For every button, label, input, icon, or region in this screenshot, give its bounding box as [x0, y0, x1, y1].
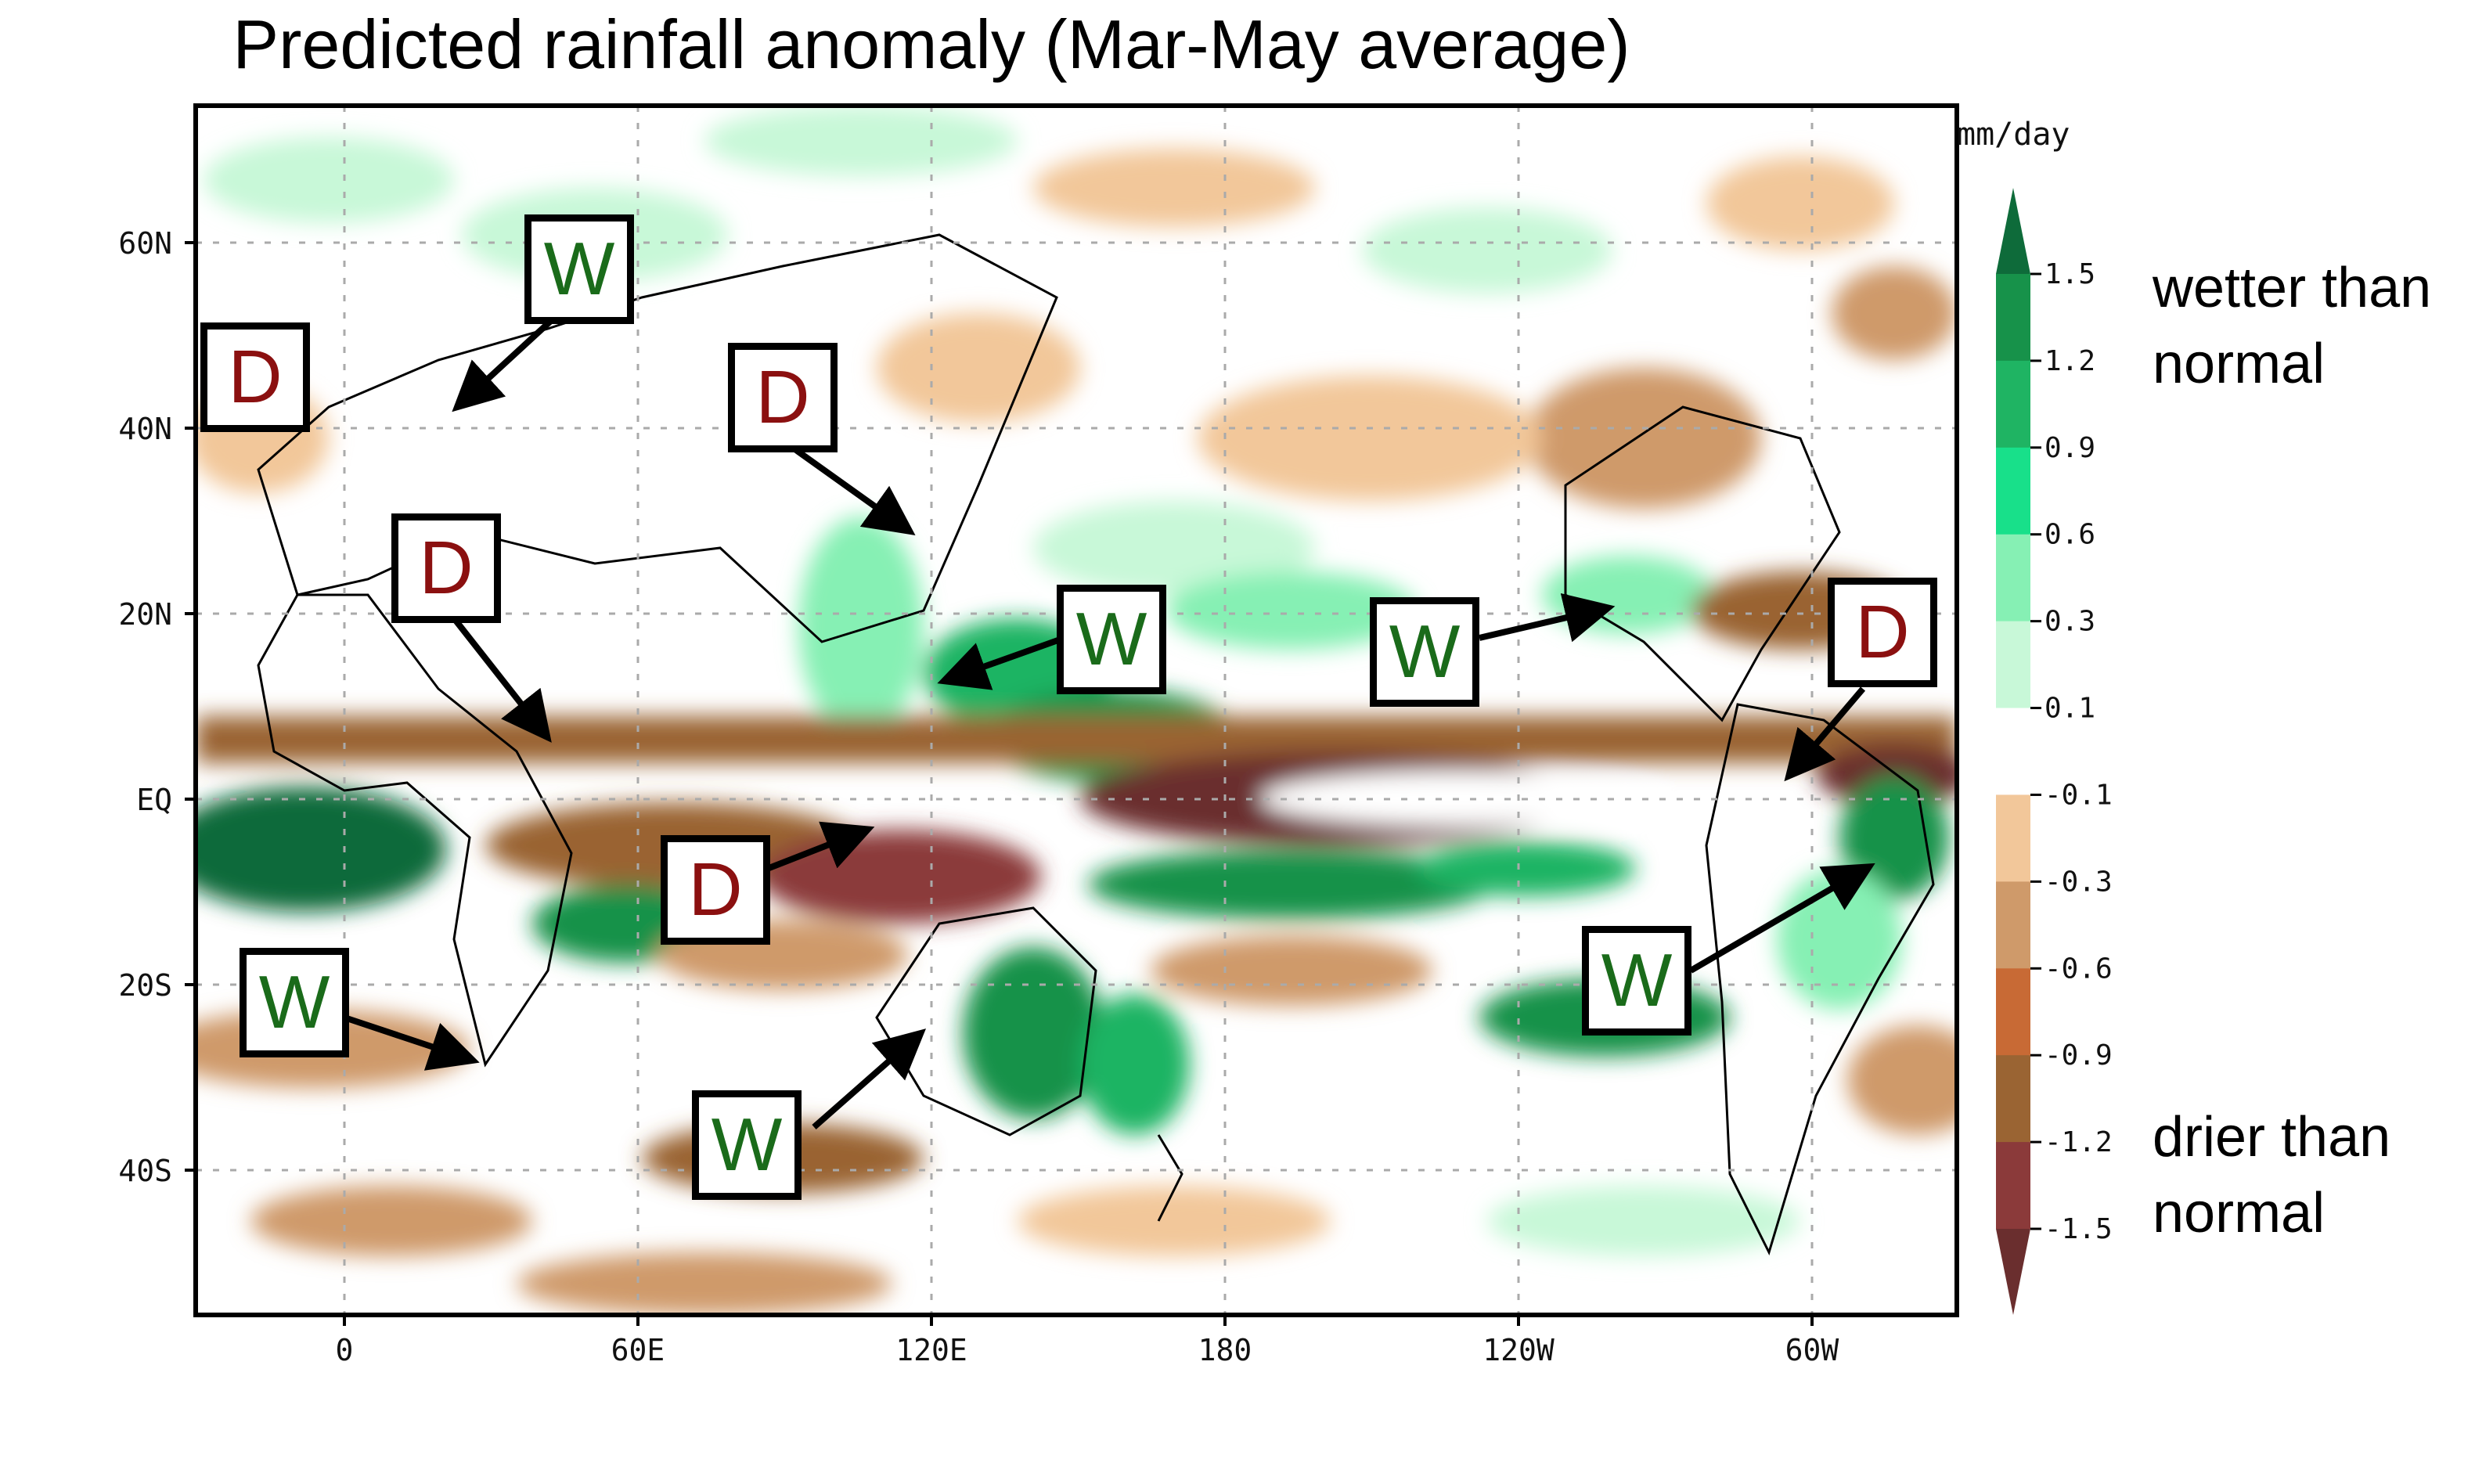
wet-marker: W: [1370, 597, 1479, 707]
arrow: [1479, 593, 1616, 643]
lon-axis: 0 60E 120E 180 120W 60W: [336, 1315, 1839, 1367]
colorbar-segment: [1996, 188, 2030, 274]
colorbar-level-label: -0.3: [2044, 866, 2113, 898]
colorbar-segment: [1996, 708, 2030, 795]
lat-axis: 60N 40N 20N EQ 20S 40S: [118, 226, 196, 1188]
arrow: [766, 821, 875, 872]
wet-marker: W: [1582, 926, 1691, 1036]
arrow: [452, 307, 566, 412]
annotation-arrows: [343, 307, 1875, 1130]
wet-marker: W: [240, 948, 349, 1057]
colorbar-segment: [1996, 621, 2030, 709]
lon-tick: 180: [1198, 1333, 1252, 1367]
colorbar-level-label: 1.2: [2044, 345, 2095, 377]
lon-tick: 120W: [1482, 1333, 1555, 1367]
colorbar-level-label: -0.1: [2044, 779, 2113, 811]
wet-marker: W: [692, 1090, 802, 1200]
colorbar-level-label: 0.9: [2044, 432, 2095, 464]
colorbar-segment: [1996, 274, 2030, 362]
lon-tick: 60E: [611, 1333, 665, 1367]
drier-label: drier than normal: [2153, 1106, 2391, 1245]
colorbar-segment: [1996, 1229, 2030, 1315]
arrow: [451, 616, 552, 743]
colorbar-level-label: -0.6: [2044, 953, 2113, 985]
lat-tick: 40N: [118, 412, 172, 446]
arrow: [788, 443, 916, 535]
arrow: [1784, 686, 1866, 782]
colorbar-segment: [1996, 447, 2030, 535]
lat-tick: 60N: [118, 226, 172, 261]
wet-marker: W: [1057, 585, 1166, 694]
wet-marker: W: [524, 214, 634, 324]
dry-marker: D: [391, 513, 501, 623]
arrow: [1688, 863, 1875, 974]
wetter-label: wetter than normal: [2153, 257, 2432, 396]
colorbar-level-label: 0.6: [2044, 519, 2095, 551]
colorbar-segment: [1996, 1142, 2030, 1230]
dry-marker: D: [728, 343, 838, 452]
anomaly-field: [196, 106, 1957, 1315]
lon-tick: 60W: [1785, 1333, 1839, 1367]
colorbar-level-label: 0.1: [2044, 693, 2095, 725]
colorbar-segment: [1996, 794, 2030, 882]
colorbar-level-label: -1.2: [2044, 1126, 2113, 1158]
map-frame: [193, 103, 1959, 1317]
colorbar: 1.5 1.2 0.9 0.6 0.3 0.1 -0.1 -0.3 -0.6 -0.9 -1.2 -1…: [1996, 188, 2113, 1315]
colorbar-segment: [1996, 881, 2030, 969]
lat-tick: 20S: [118, 968, 172, 1003]
colorbar-level-label: -1.5: [2044, 1213, 2113, 1245]
arrow: [343, 1014, 480, 1071]
dry-marker: D: [1828, 578, 1937, 687]
map-title: Predicted rainfall anomaly (Mar-May aver…: [232, 5, 1630, 83]
lat-tick: EQ: [136, 783, 172, 817]
dry-marker: D: [200, 322, 310, 432]
colorbar-level-label: -0.9: [2044, 1039, 2113, 1072]
lat-tick: 20N: [118, 597, 172, 632]
lon-tick: 120E: [895, 1333, 967, 1367]
units-label: mm/day: [1957, 117, 2070, 153]
colorbar-segment: [1996, 534, 2030, 622]
colorbar-segment: [1996, 968, 2030, 1056]
lon-tick: 0: [336, 1333, 354, 1367]
colorbar-level-label: 0.3: [2044, 606, 2095, 638]
arrow: [937, 635, 1066, 690]
lat-tick: 40S: [118, 1154, 172, 1188]
colorbar-level-label: 1.5: [2044, 258, 2095, 290]
dry-marker: D: [661, 835, 770, 945]
colorbar-segment: [1996, 1055, 2030, 1143]
arrow: [812, 1028, 927, 1130]
colorbar-segment: [1996, 360, 2030, 448]
